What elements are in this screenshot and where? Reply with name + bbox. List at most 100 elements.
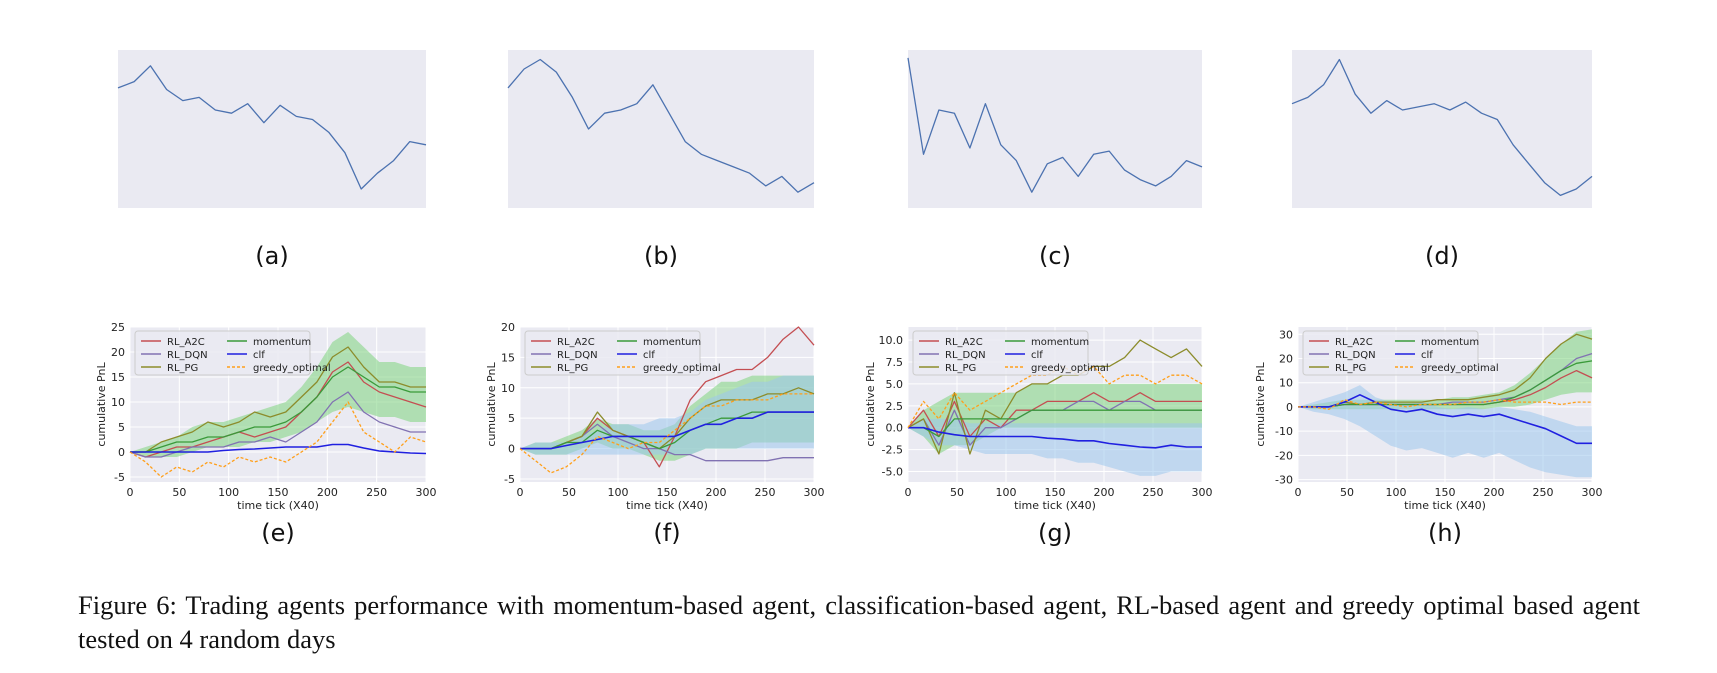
panel-sublabel: (d) bbox=[1425, 242, 1459, 270]
chart-panel-g: 0 50 100 150 200 250 300 -5.0 -2.5 0.0 2.5 5.0 7.5 10… bbox=[864, 327, 1213, 547]
x-tick-label: 200 bbox=[706, 486, 727, 499]
series-line-RL_PG bbox=[907, 339, 1203, 455]
x-tick-label: 50 bbox=[950, 486, 964, 499]
legend-label-greedy_optimal: greedy_optimal bbox=[1031, 363, 1109, 374]
x-tick-label: 150 bbox=[268, 486, 289, 499]
legend-label-clf: clf bbox=[1421, 350, 1433, 361]
series-line-clf bbox=[908, 426, 1202, 449]
x-tick-label: 0 bbox=[127, 486, 134, 499]
y-tick-label: 0 bbox=[1286, 401, 1293, 414]
series-line-price bbox=[117, 65, 427, 190]
legend-label-momentum: momentum bbox=[1421, 337, 1479, 348]
y-tick-label: 20 bbox=[1279, 352, 1293, 365]
legend-label-RL_PG: RL_PG bbox=[1335, 363, 1366, 374]
x-axis-label: time tick (X40) bbox=[626, 499, 708, 512]
chart-panel-c: (c) bbox=[907, 50, 1203, 270]
series-line-price bbox=[1291, 58, 1593, 197]
y-tick-label: -30 bbox=[1275, 474, 1293, 487]
series-line-clf bbox=[520, 411, 814, 450]
legend-label-RL_DQN: RL_DQN bbox=[1335, 350, 1376, 361]
x-tick-label: 250 bbox=[1533, 486, 1554, 499]
series-line-greedy_optimal bbox=[129, 401, 427, 478]
y-tick-label: 10 bbox=[1279, 377, 1293, 390]
y-axis-label: cumulative PnL bbox=[864, 362, 877, 447]
x-axis-label: time tick (X40) bbox=[1404, 499, 1486, 512]
series-band-momentum bbox=[1298, 329, 1592, 410]
legend-box bbox=[912, 330, 1089, 376]
x-tick-label: 50 bbox=[1340, 486, 1354, 499]
x-tick-label: 150 bbox=[657, 486, 678, 499]
x-tick-label: 200 bbox=[1484, 486, 1505, 499]
y-tick-label: 0 bbox=[508, 443, 515, 456]
y-tick-label: 20 bbox=[501, 321, 515, 334]
series-line-RL_DQN bbox=[129, 391, 426, 458]
y-tick-label: -20 bbox=[1275, 449, 1293, 462]
panel-sublabel: (f) bbox=[653, 519, 680, 547]
plot-area bbox=[1292, 50, 1592, 208]
x-tick-label: 300 bbox=[804, 486, 825, 499]
legend-label-RL_A2C: RL_A2C bbox=[557, 337, 595, 348]
panel-sublabel: (a) bbox=[255, 242, 288, 270]
legend-label-RL_DQN: RL_DQN bbox=[557, 350, 598, 361]
series-line-momentum bbox=[908, 409, 1202, 438]
panel-sublabel: (e) bbox=[261, 519, 295, 547]
legend-label-RL_PG: RL_PG bbox=[945, 363, 976, 374]
plot-area bbox=[118, 50, 426, 208]
y-tick-label: 0 bbox=[118, 446, 125, 459]
series-line-RL_PG bbox=[520, 387, 815, 450]
series-band-clf bbox=[520, 375, 814, 455]
x-tick-label: 0 bbox=[517, 486, 524, 499]
legend-label-momentum: momentum bbox=[1031, 337, 1089, 348]
legend-label-greedy_optimal: greedy_optimal bbox=[643, 363, 721, 374]
legend-label-momentum: momentum bbox=[253, 337, 311, 348]
legend-label-RL_DQN: RL_DQN bbox=[945, 350, 986, 361]
x-tick-label: 100 bbox=[218, 486, 239, 499]
x-axis-label: time tick (X40) bbox=[237, 499, 319, 512]
legend-label-greedy_optimal: greedy_optimal bbox=[1421, 363, 1499, 374]
y-axis-label: cumulative PnL bbox=[485, 362, 498, 447]
x-axis-label: time tick (X40) bbox=[1014, 499, 1096, 512]
chart-panel-a: (a) bbox=[117, 50, 427, 270]
x-tick-label: 300 bbox=[1582, 486, 1603, 499]
legend-label-greedy_optimal: greedy_optimal bbox=[253, 363, 331, 374]
panel-sublabel: (c) bbox=[1039, 242, 1071, 270]
y-tick-label: 15 bbox=[501, 351, 515, 364]
legend-label-RL_PG: RL_PG bbox=[167, 363, 198, 374]
x-tick-label: 100 bbox=[1386, 486, 1407, 499]
series-band-momentum bbox=[130, 332, 426, 457]
legend-box bbox=[134, 330, 311, 376]
y-tick-label: 5.0 bbox=[886, 378, 904, 391]
series-band-clf bbox=[1298, 385, 1592, 478]
y-tick-label: -2.5 bbox=[882, 444, 903, 457]
y-tick-label: -5 bbox=[114, 471, 125, 484]
x-tick-label: 50 bbox=[172, 486, 186, 499]
y-tick-label: -10 bbox=[1275, 425, 1293, 438]
series-line-RL_PG bbox=[130, 346, 426, 453]
y-tick-label: 10 bbox=[111, 396, 125, 409]
y-tick-label: 0.0 bbox=[886, 422, 904, 435]
y-tick-label: 15 bbox=[111, 371, 125, 384]
x-tick-label: 250 bbox=[1143, 486, 1164, 499]
legend-label-RL_DQN: RL_DQN bbox=[167, 350, 208, 361]
x-tick-label: 250 bbox=[366, 486, 387, 499]
legend-box bbox=[1302, 330, 1479, 376]
x-tick-label: 100 bbox=[608, 486, 629, 499]
y-tick-label: 5 bbox=[118, 421, 125, 434]
y-tick-label: 5 bbox=[508, 412, 515, 425]
x-tick-label: 0 bbox=[1295, 486, 1302, 499]
legend-label-momentum: momentum bbox=[643, 337, 701, 348]
y-tick-label: 2.5 bbox=[886, 400, 904, 413]
x-tick-label: 50 bbox=[562, 486, 576, 499]
legend-label-RL_A2C: RL_A2C bbox=[945, 337, 983, 348]
series-line-greedy_optimal bbox=[1298, 399, 1592, 410]
x-tick-label: 0 bbox=[905, 486, 912, 499]
x-tick-label: 250 bbox=[755, 486, 776, 499]
chart-panel-b: (b) bbox=[507, 50, 815, 270]
x-tick-label: 150 bbox=[1435, 486, 1456, 499]
panel-sublabel: (g) bbox=[1038, 519, 1072, 547]
y-axis-label: cumulative PnL bbox=[95, 362, 108, 447]
series-line-price bbox=[907, 57, 1203, 193]
x-tick-label: 150 bbox=[1045, 486, 1066, 499]
